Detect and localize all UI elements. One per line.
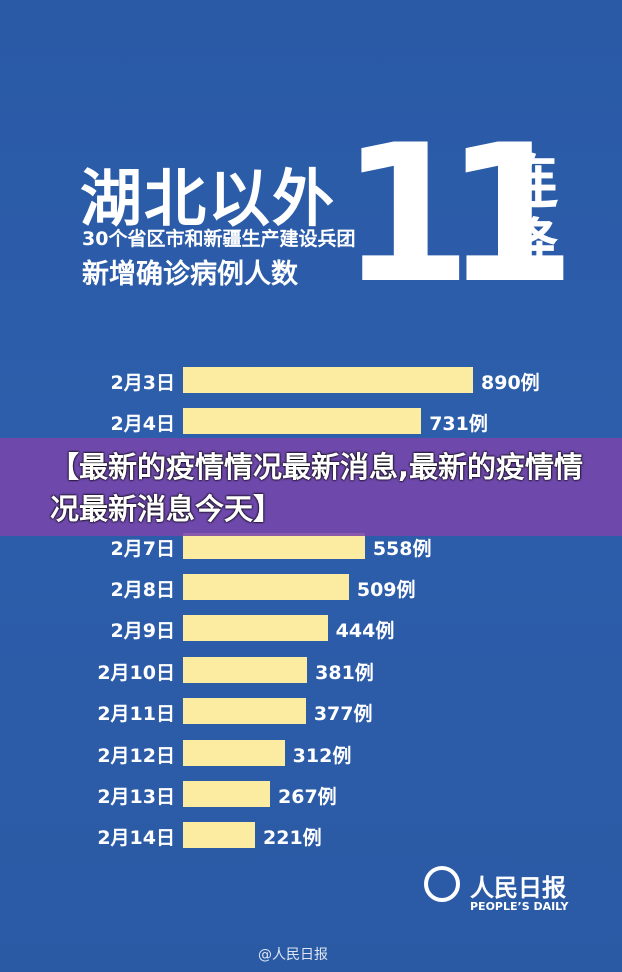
value-label: 381例: [315, 661, 374, 684]
logo-english: PEOPLE’S DAILY: [470, 900, 569, 913]
bar: [183, 698, 306, 725]
bar: [183, 822, 255, 849]
banner: [0, 438, 622, 536]
date-label: 2月4日: [110, 413, 175, 436]
date-label: 2月7日: [110, 537, 175, 560]
date-label: 2月12日: [97, 744, 175, 767]
date-label: 2月10日: [97, 661, 175, 684]
value-label: 444例: [335, 620, 395, 643]
date-label: 2月9日: [110, 620, 175, 643]
value-label: 890例: [481, 372, 540, 394]
banner-text[interactable]: 【最新的疫情情况最新消息,最新的疫情情况最新消息今天】: [50, 450, 584, 526]
big-number: 11: [340, 104, 576, 325]
bar: [183, 532, 365, 559]
subtitle: 30个省区市和新疆生产建设兵团: [82, 228, 356, 250]
footer: @人民日报: [258, 947, 328, 963]
value-label: 558例: [372, 537, 432, 560]
big-label: 连降: [500, 148, 559, 280]
title: 湖北以外: [80, 162, 337, 235]
value-label: 267例: [278, 786, 337, 808]
bar: [183, 739, 285, 766]
subtitle: 新增确诊病例人数: [82, 259, 298, 290]
value-label: 731例: [429, 413, 488, 436]
date-label: 2月13日: [97, 786, 175, 808]
value-label: 312例: [292, 744, 352, 767]
bar: [183, 574, 349, 600]
bar: [183, 656, 308, 683]
value-label: 509例: [356, 579, 416, 601]
date-label: 2月3日: [110, 372, 175, 394]
logo-name: 人民日报: [470, 874, 566, 902]
value-label: 377例: [313, 703, 373, 726]
bar: [183, 781, 270, 807]
bar: [183, 615, 328, 642]
value-label: 221例: [263, 827, 322, 850]
bar: [183, 408, 422, 435]
date-label: 2月14日: [97, 827, 175, 850]
date-label: 2月8日: [110, 579, 175, 601]
logo-icon: [424, 866, 460, 902]
bar: [183, 367, 473, 393]
date-label: 2月11日: [97, 703, 175, 726]
